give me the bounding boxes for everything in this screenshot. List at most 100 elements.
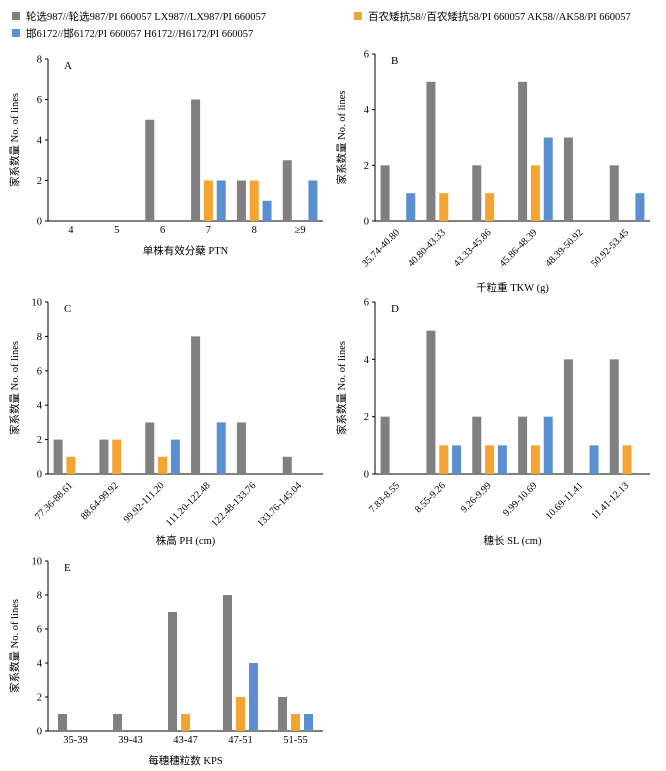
bar-d-ak58	[439, 445, 449, 474]
x-tick-label-e: 35-39	[63, 735, 88, 746]
bar-e-h6172	[304, 714, 313, 731]
x-tick-label-b: 40.80-43.33	[406, 227, 448, 269]
bar-b-ak58	[439, 193, 449, 221]
x-tick-label-c: 77.36-88.61	[33, 480, 75, 522]
x-tick-label-a: 7	[206, 225, 211, 236]
y-axis-title-a: 家系数量 No. of lines	[8, 93, 21, 187]
bar-e-ak58	[181, 714, 190, 731]
bar-d-h6172	[452, 445, 462, 474]
y-tick-label-b: 6	[364, 50, 369, 61]
bar-e-lx987	[168, 612, 177, 731]
y-axis-title-c: 家系数量 No. of lines	[8, 341, 21, 435]
panel-label-d: D	[391, 303, 399, 315]
bar-b-lx987	[472, 165, 482, 221]
bar-c-lx987	[53, 439, 63, 474]
y-tick-label-e: 4	[37, 659, 43, 670]
x-axis-title-d: 穗长 SL (cm)	[484, 534, 542, 547]
x-tick-label-e: 39-43	[118, 735, 143, 746]
x-tick-label-d: 10.69-11.41	[544, 480, 586, 522]
bar-c-lx987	[236, 422, 246, 474]
bar-d-ak58	[622, 445, 632, 474]
bar-d-lx987	[609, 359, 619, 474]
y-axis-title-b: 家系数量 No. of lines	[335, 91, 348, 185]
bar-a-lx987	[236, 180, 246, 221]
x-tick-label-a: 4	[68, 225, 74, 236]
bar-d-ak58	[485, 445, 495, 474]
legend-label-ak58: 百农矮抗58//百农矮抗58/PI 660057 AK58//AK58/PI 6…	[368, 10, 631, 23]
y-tick-label-e: 0	[37, 727, 42, 738]
legend-svg: 轮选987//轮选987/PI 660057 LX987//LX987/PI 6…	[12, 10, 631, 40]
legend: 轮选987//轮选987/PI 660057 LX987//LX987/PI 6…	[10, 8, 660, 44]
y-tick-label-a: 0	[37, 217, 42, 228]
x-tick-label-e: 51-55	[283, 735, 308, 746]
y-tick-label-e: 2	[37, 693, 42, 704]
bar-c-h6172	[216, 422, 226, 474]
bar-d-lx987	[518, 416, 528, 474]
panel-label-c: C	[64, 303, 71, 315]
x-tick-label-c: 111.20-122.48	[164, 480, 213, 529]
bar-b-lx987	[518, 81, 528, 221]
bar-b-ak58	[530, 165, 540, 221]
legend-label-lx987: 轮选987//轮选987/PI 660057 LX987//LX987/PI 6…	[26, 10, 266, 23]
bar-a-lx987	[191, 99, 201, 221]
bar-d-ak58	[530, 445, 540, 474]
bar-a-h6172	[216, 180, 226, 221]
y-tick-label-b: 2	[364, 161, 369, 172]
panel-label-b: B	[391, 55, 398, 67]
x-tick-label-d: 11.41-12.13	[590, 480, 632, 522]
y-tick-label-c: 2	[37, 435, 42, 446]
legend-swatch-ak58	[354, 12, 362, 20]
x-tick-label-c: 133.76-145.04	[255, 480, 304, 529]
x-tick-label-e: 43-47	[173, 735, 198, 746]
x-tick-label-c: 99.92-111.20	[122, 480, 167, 525]
y-tick-label-e: 6	[37, 625, 42, 636]
bar-b-lx987	[426, 81, 436, 221]
bar-e-ak58	[291, 714, 300, 731]
legend-swatch-lx987	[12, 12, 20, 20]
y-tick-label-e: 8	[37, 591, 42, 602]
x-tick-label-c: 88.64-99.92	[79, 480, 121, 522]
bar-e-ak58	[236, 697, 245, 731]
x-tick-label-b: 50.92-53.45	[589, 227, 631, 269]
y-tick-label-c: 10	[32, 298, 43, 309]
bar-d-h6172	[543, 416, 553, 474]
y-axis-title-d: 家系数量 No. of lines	[335, 341, 348, 435]
x-tick-label-e: 47-51	[228, 735, 253, 746]
bar-c-lx987	[282, 456, 292, 474]
y-tick-label-b: 4	[364, 105, 370, 116]
bar-b-lx987	[609, 165, 619, 221]
x-tick-label-d: 8.55-9.26	[413, 480, 448, 515]
bar-a-ak58	[203, 180, 213, 221]
y-tick-label-c: 0	[37, 470, 42, 481]
bar-a-lx987	[282, 160, 292, 221]
y-tick-label-a: 2	[37, 176, 42, 187]
bar-d-lx987	[426, 330, 436, 474]
y-tick-label-c: 6	[37, 366, 42, 377]
bar-d-lx987	[472, 416, 482, 474]
bar-c-ak58	[158, 456, 168, 474]
bar-e-lx987	[223, 595, 232, 731]
y-tick-label-d: 2	[364, 412, 369, 423]
x-axis-title-b: 千粒重 TKW (g)	[476, 281, 549, 294]
x-tick-label-a: 6	[160, 225, 165, 236]
y-tick-label-b: 0	[364, 217, 369, 228]
y-tick-label-c: 8	[37, 332, 42, 343]
bar-e-lx987	[58, 714, 67, 731]
bar-b-ak58	[485, 193, 495, 221]
x-tick-label-a: 8	[252, 225, 257, 236]
bar-b-lx987	[563, 137, 573, 221]
bar-c-lx987	[99, 439, 109, 474]
x-tick-label-d: 7.83-8.55	[367, 480, 402, 515]
panel-label-a: A	[64, 60, 72, 72]
bar-d-h6172	[589, 445, 599, 474]
x-tick-label-a: 5	[114, 225, 119, 236]
bar-d-lx987	[563, 359, 573, 474]
x-tick-label-c: 122.48-133.76	[209, 480, 258, 529]
legend-swatch-h6172	[12, 29, 20, 37]
bar-d-h6172	[497, 445, 507, 474]
x-axis-title-a: 单株有效分蘖 PTN	[143, 244, 229, 257]
legend-label-h6172: 邯6172//邯6172/PI 660057 H6172//H6172/PI 6…	[26, 27, 253, 40]
bar-c-ak58	[66, 456, 76, 474]
y-tick-label-d: 4	[364, 355, 370, 366]
bar-a-h6172	[262, 200, 272, 221]
